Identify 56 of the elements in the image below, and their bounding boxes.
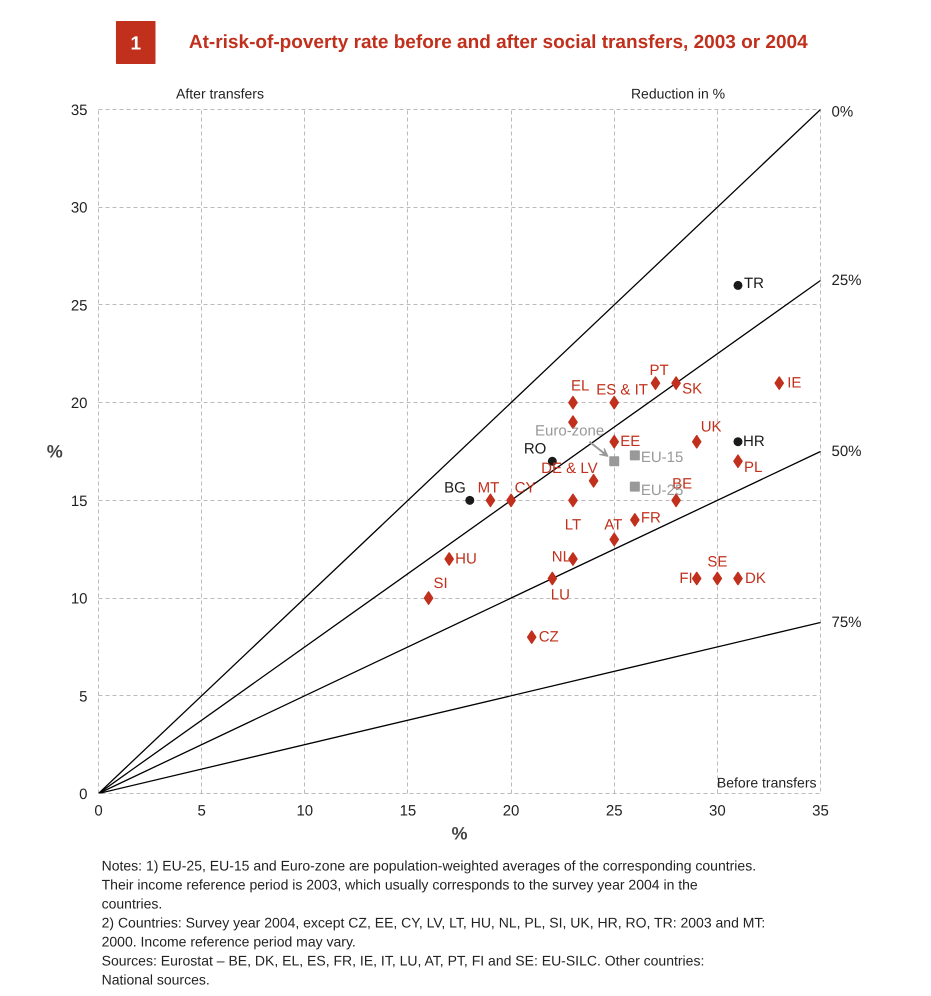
annotation: HU (455, 550, 477, 568)
y-tick-label: 35 (70, 102, 88, 119)
annotation: HR (742, 433, 765, 450)
x-tick-label: 0 (94, 802, 103, 820)
annotation: AT (604, 516, 622, 534)
annotation: PL (744, 458, 762, 476)
series-label: 50% (832, 443, 862, 460)
annotation: MT (478, 479, 500, 496)
annotation: Euro-zone (535, 422, 604, 440)
y-tick-label: 25 (70, 297, 88, 314)
annotation: SE (707, 554, 728, 571)
annotation: EE (620, 433, 640, 450)
annotation: FI (679, 570, 693, 588)
text: 2) Countries: Survey year 2004, except CZ, EE, CY, LV, LT, HU, NL, PL, SI, UK, HR, RO, TR: 2003 and MT: 2000. Income reference period may vary. (102, 914, 766, 950)
y-tick-label: 30 (70, 200, 88, 217)
annotation: DK (744, 570, 766, 588)
annotation: EU-15 (640, 448, 684, 466)
x-tick-label: 20 (502, 802, 520, 820)
annotation: Before transfers (716, 774, 817, 790)
annotation: BG (444, 479, 466, 496)
x-tick-label: 10 (296, 802, 314, 820)
chart-title: At-risk-of-poverty rate before and after social transfers, 2003 or 2004 (188, 32, 808, 53)
x-tick-label: 5 (197, 802, 206, 820)
series-label: 75% (832, 614, 862, 631)
annotation: FR (640, 509, 662, 526)
x-tick-label: 25 (606, 802, 623, 820)
annotation: ES & IT (596, 382, 648, 399)
annotation: EL (570, 378, 590, 395)
text: After transfers (176, 86, 264, 102)
y-axis-title: % (46, 442, 63, 462)
annotation: CZ (538, 628, 559, 646)
annotation: LU (550, 586, 570, 604)
x-axis-title: % (452, 824, 468, 844)
annotation: SI (434, 575, 448, 592)
series-label: 0% (832, 104, 854, 120)
x-tick-label: 15 (400, 802, 416, 820)
source-note: Sources: Eurostat – BE, DK, EL, ES, FR, IE, IT, LU, AT, PT, FI and SE: EU-SILC. Other countries: National sources. (102, 952, 704, 988)
annotation: PT (649, 362, 669, 380)
annotation: RO (524, 440, 546, 458)
x-tick-label: 35 (812, 802, 829, 820)
text: Reduction in % (630, 86, 726, 102)
y-tick-label: 5 (79, 688, 88, 706)
y-tick-label: 20 (70, 395, 88, 412)
text: 1 (130, 34, 142, 54)
annotation: TR (744, 274, 764, 292)
annotation: LT (564, 516, 582, 534)
annotation: UK (700, 418, 722, 436)
y-tick-label: 15 (70, 492, 88, 510)
x-tick-label: 30 (709, 802, 726, 820)
text: Notes: 1) EU-25, EU-15 and Euro-zone are population-weighted averages of the corresponding countries. Their income reference period is 2003, which usually corresponds to the survey year 2004 in the countries. (102, 858, 756, 912)
annotation: NL (552, 548, 571, 566)
series-label: 25% (832, 272, 862, 289)
y-tick-label: 0 (79, 786, 88, 803)
annotation: SK (682, 380, 702, 398)
y-tick-label: 10 (70, 590, 88, 608)
annotation: IE (787, 374, 802, 392)
